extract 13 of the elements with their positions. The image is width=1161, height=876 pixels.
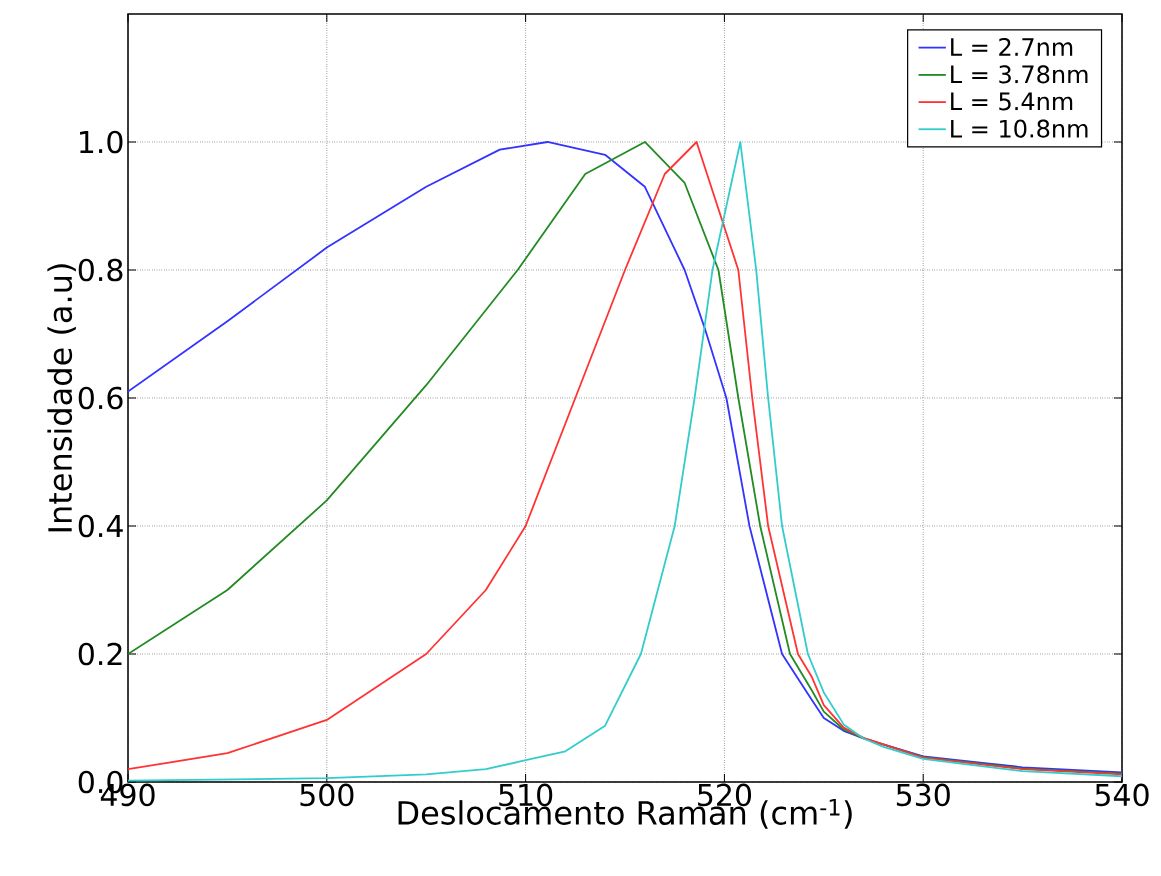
y-tick-label: 0.4	[78, 514, 123, 538]
y-tick-label: 0.8	[78, 258, 123, 282]
y-tick-label: 1.0	[80, 130, 123, 154]
legend-label: L = 5.4nm	[951, 92, 1073, 111]
x-tick-label: 530	[896, 783, 950, 807]
x-tick-label: 500	[300, 783, 354, 807]
y-tick-label: 0.6	[78, 386, 123, 410]
y-axis-title: Intensidade (a.u)	[47, 264, 76, 532]
legend-label: L = 10.8nm	[951, 119, 1088, 138]
legend-label: L = 3.78nm	[951, 65, 1088, 84]
y-tick-label: 0.2	[78, 642, 122, 666]
legend-label: L = 2.7nm	[951, 37, 1073, 56]
x-tick-label: 540	[1095, 783, 1149, 807]
